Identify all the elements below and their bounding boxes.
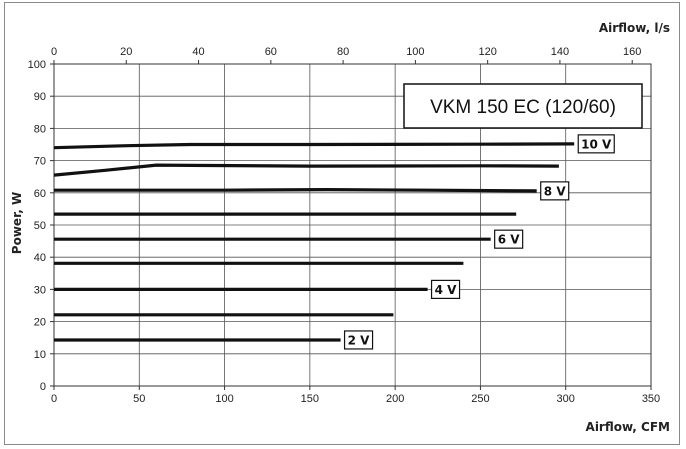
chart-frame: 0 10 20 30 40 50 60 70 80 90 100 0 50 100 150 200 250 300… [4, 2, 680, 445]
x-tick-label: 50 [133, 393, 145, 405]
y-tick-label: 70 [34, 156, 46, 168]
x-tick-label: 300 [557, 393, 575, 405]
series-label-box [577, 134, 615, 154]
y-tick-label: 100 [28, 59, 46, 71]
series-lines [53, 142, 575, 342]
x2-tick-label: 160 [623, 46, 641, 58]
plot-area-border [53, 63, 652, 387]
y-tick-label: 50 [34, 220, 46, 232]
x2-tick-label: 100 [406, 46, 424, 58]
x2-tick-label: 60 [265, 46, 277, 58]
series-line [53, 163, 559, 177]
series-labels: 10 V 8 V 6 V 4 V 2 V [343, 134, 615, 350]
x2-tick-label: 40 [192, 46, 204, 58]
series-line [53, 142, 575, 150]
y-tick-label: 40 [34, 252, 46, 264]
x2-tick-label: 20 [120, 46, 132, 58]
series-label-box [540, 181, 570, 201]
series-label-box [494, 229, 524, 249]
chart-title: VKM 150 EC (120/60) [430, 97, 616, 118]
series-label: 6 V [498, 233, 521, 247]
y-tick-label: 80 [34, 123, 46, 135]
y-tick-label: 90 [34, 91, 46, 103]
title-box: VKM 150 EC (120/60) [403, 83, 643, 129]
y-tick-label: 30 [34, 284, 46, 296]
x-axis-title: Airflow, CFM [586, 420, 670, 434]
series-line [54, 188, 537, 193]
y-tick-label: 10 [34, 349, 46, 361]
series-label-box [430, 279, 461, 299]
x2-tick-label: 120 [478, 46, 496, 58]
title-box-frame [403, 83, 643, 129]
y-tick-label: 0 [40, 381, 46, 393]
x-tick-label: 250 [471, 393, 489, 405]
x-tick-label: 350 [642, 393, 660, 405]
series-label: 8 V [544, 184, 567, 198]
series-label: 4 V [435, 283, 458, 297]
x-tick-label: 100 [215, 393, 233, 405]
x2-tick-label: 140 [551, 46, 569, 58]
x2-tick-label: 80 [337, 46, 349, 58]
x-tick-label: 200 [386, 393, 404, 405]
x-tick-label: 150 [301, 393, 319, 405]
x2-axis-title: Airflow, l/s [599, 21, 670, 35]
series-label: 10 V [581, 137, 612, 151]
series-label: 2 V [348, 333, 371, 347]
y-tick-label: 20 [34, 317, 46, 329]
x2-tick-label: 0 [51, 46, 57, 58]
x-tick-label: 0 [51, 393, 57, 405]
y-axis-title: Power, W [10, 192, 24, 254]
axes [50, 60, 652, 390]
y-tick-label: 60 [34, 188, 46, 200]
series-label-box [343, 330, 374, 350]
